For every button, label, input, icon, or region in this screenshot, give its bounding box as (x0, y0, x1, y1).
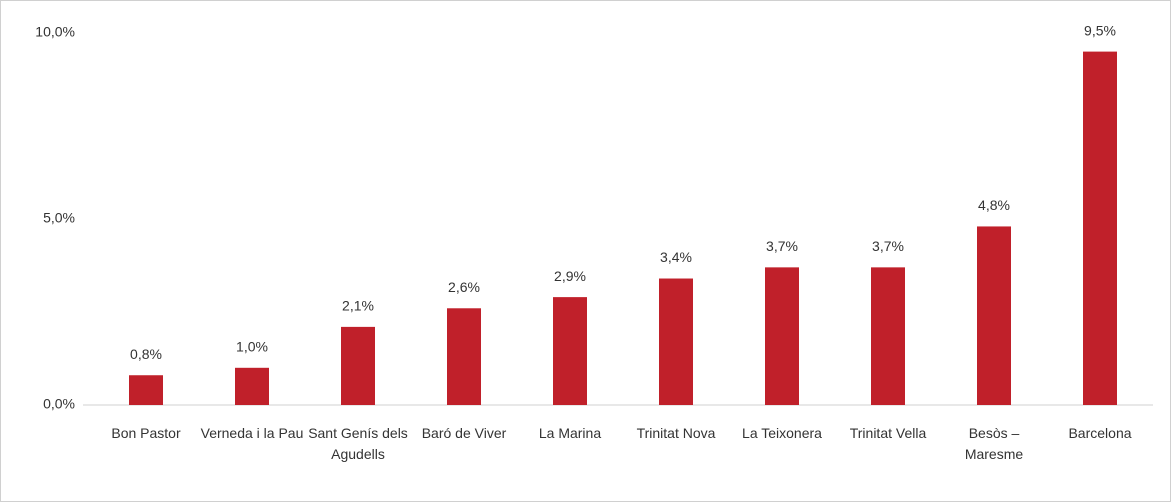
x-tick-label: Trinitat Vella (849, 425, 927, 441)
value-label: 2,1% (342, 298, 374, 314)
x-tick-label: Barcelona (1068, 425, 1132, 441)
bar (871, 267, 905, 405)
x-tick-label: Bon Pastor (111, 425, 181, 441)
y-tick-label: 10,0% (35, 24, 75, 40)
value-label: 3,7% (872, 238, 904, 254)
value-label: 2,6% (448, 279, 480, 295)
bar (341, 326, 375, 405)
y-tick-label: 5,0% (43, 210, 75, 226)
bar (235, 367, 269, 405)
bar (659, 278, 693, 405)
value-label: 3,4% (660, 249, 692, 265)
value-label: 9,5% (1084, 22, 1116, 38)
x-tick-label: Baró de Viver (421, 425, 507, 441)
x-tick-label: Besòs – Maresme (964, 425, 1024, 462)
y-tick-label: 0,0% (43, 396, 75, 412)
bar (553, 297, 587, 405)
value-label: 1,0% (236, 339, 268, 355)
x-tick-label: La Teixonera (742, 425, 822, 441)
value-label: 4,8% (978, 197, 1010, 213)
value-label: 0,8% (130, 346, 162, 362)
x-tick-label: La Marina (538, 425, 602, 441)
bar (129, 375, 163, 405)
x-tick-label: Trinitat Nova (636, 425, 716, 441)
bar (447, 308, 481, 405)
value-label: 2,9% (554, 268, 586, 284)
bar (765, 267, 799, 405)
x-tick-label: Verneda i la Pau (200, 425, 304, 441)
bar (977, 226, 1011, 405)
x-tick-label: Sant Genís dels Agudells (308, 425, 408, 462)
bar (1083, 51, 1117, 405)
value-label: 3,7% (766, 238, 798, 254)
